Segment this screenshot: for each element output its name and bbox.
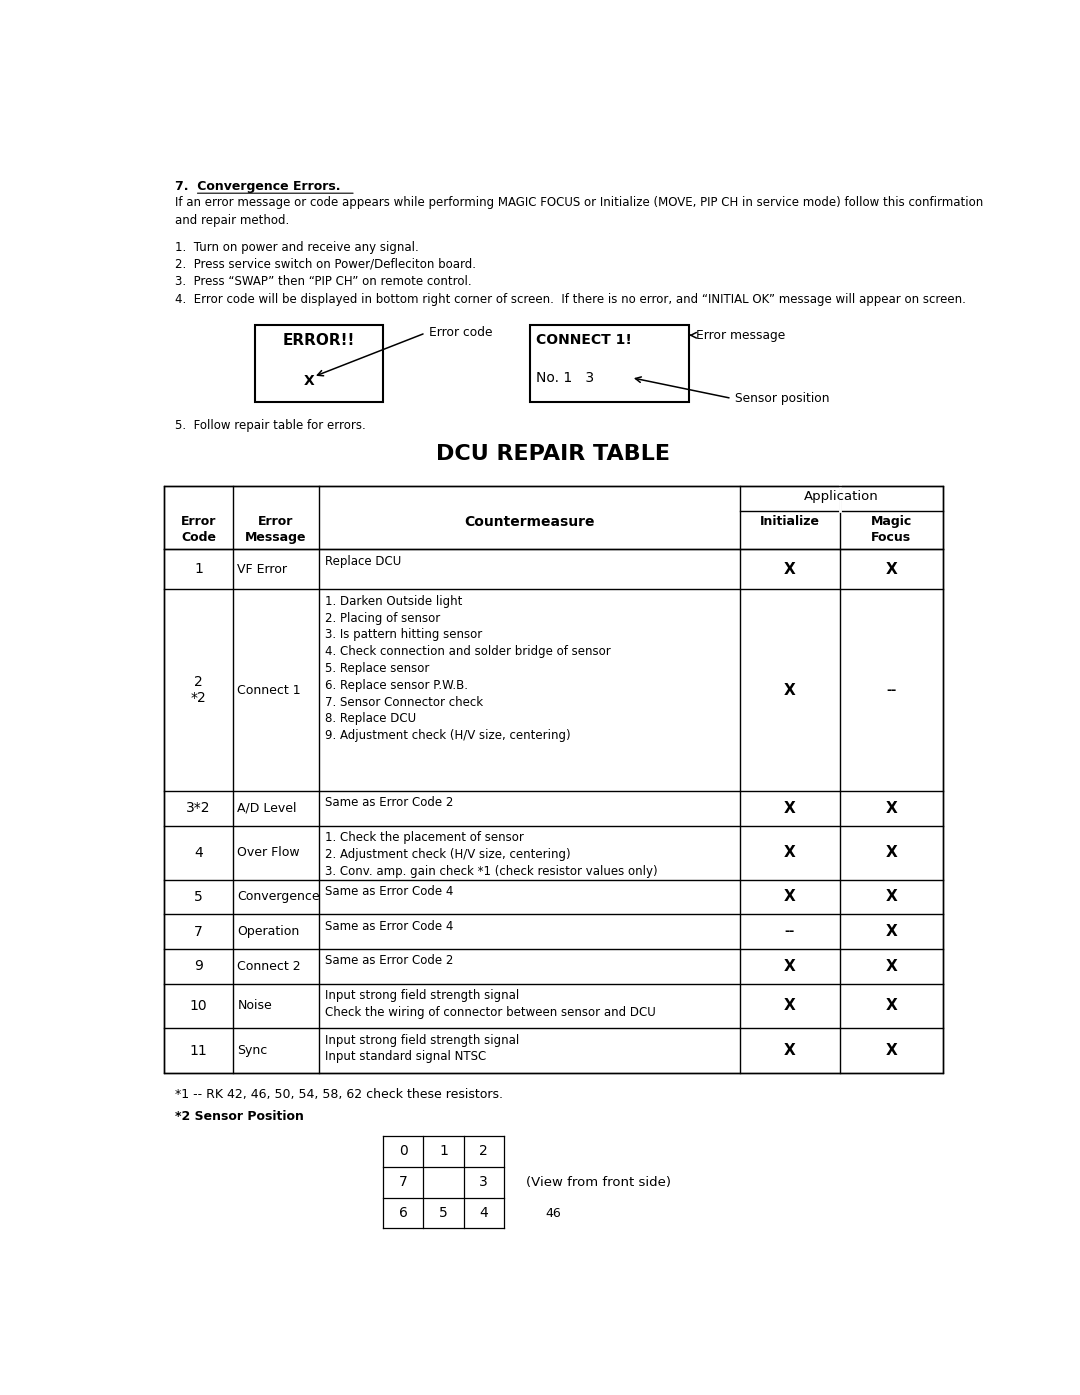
Text: X: X xyxy=(886,999,897,1013)
Text: Error code: Error code xyxy=(429,326,492,339)
Text: 1.  Turn on power and receive any signal.: 1. Turn on power and receive any signal. xyxy=(175,240,419,254)
Bar xyxy=(164,487,943,1073)
Text: Operation: Operation xyxy=(238,925,299,937)
Text: 1. Darken Outside light
2. Placing of sensor
3. Is pattern hitting sensor
4. Che: 1. Darken Outside light 2. Placing of se… xyxy=(325,594,610,742)
Text: 11: 11 xyxy=(190,1043,207,1057)
Text: Application: Application xyxy=(804,490,878,504)
Text: 2.  Press service switch on Power/Defleciton board.: 2. Press service switch on Power/Defleci… xyxy=(175,258,476,271)
Text: X: X xyxy=(886,890,897,904)
Text: VF Error: VF Error xyxy=(238,562,287,576)
Text: Same as Error Code 2: Same as Error Code 2 xyxy=(325,954,454,967)
Text: X: X xyxy=(784,890,796,904)
Text: 2
*2: 2 *2 xyxy=(191,675,206,706)
Text: 1: 1 xyxy=(194,562,203,576)
Text: 4.  Error code will be displayed in bottom right corner of screen.  If there is : 4. Error code will be displayed in botto… xyxy=(175,293,967,306)
Text: Same as Error Code 2: Same as Error Code 2 xyxy=(325,797,454,809)
Bar xyxy=(255,325,383,402)
Text: Connect 1: Connect 1 xyxy=(238,684,301,696)
Text: --: -- xyxy=(887,684,896,696)
Text: X: X xyxy=(784,801,796,816)
Text: 7: 7 xyxy=(399,1175,407,1190)
Text: X: X xyxy=(784,1043,796,1057)
Text: X: X xyxy=(886,562,897,578)
Text: Error message: Error message xyxy=(697,329,785,342)
Text: Same as Error Code 4: Same as Error Code 4 xyxy=(325,919,454,933)
Text: 10: 10 xyxy=(190,999,207,1013)
Text: No. 1   3: No. 1 3 xyxy=(537,371,595,385)
Text: Countermeasure: Countermeasure xyxy=(464,515,595,529)
Text: (View from front side): (View from front side) xyxy=(526,1176,671,1189)
Text: *2 Sensor Position: *2 Sensor Position xyxy=(175,1110,305,1123)
Text: Sync: Sync xyxy=(238,1043,268,1057)
Text: Error
Message: Error Message xyxy=(245,515,307,544)
Bar xyxy=(530,325,689,402)
Text: Convergence: Convergence xyxy=(238,890,320,904)
Text: X: X xyxy=(303,374,314,388)
Text: 5: 5 xyxy=(440,1207,448,1221)
Text: X: X xyxy=(886,845,897,861)
Bar xyxy=(164,487,943,1073)
Text: A/D Level: A/D Level xyxy=(238,802,297,815)
Text: CONNECT 1!: CONNECT 1! xyxy=(537,333,632,347)
Text: --: -- xyxy=(785,925,795,937)
Text: 5.  Follow repair table for errors.: 5. Follow repair table for errors. xyxy=(175,418,366,432)
Text: Same as Error Code 4: Same as Error Code 4 xyxy=(325,884,454,898)
Text: X: X xyxy=(886,958,897,974)
Text: 2: 2 xyxy=(480,1144,488,1158)
Text: 5: 5 xyxy=(194,890,203,904)
Text: Replace DCU: Replace DCU xyxy=(325,555,401,568)
Text: X: X xyxy=(886,801,897,816)
Text: 4: 4 xyxy=(480,1207,488,1221)
Text: X: X xyxy=(886,1043,897,1057)
Text: If an error message or code appears while performing MAGIC FOCUS or Initialize (: If an error message or code appears whil… xyxy=(175,195,984,227)
Text: 6: 6 xyxy=(399,1207,407,1221)
Text: X: X xyxy=(784,999,796,1013)
Text: Connect 2: Connect 2 xyxy=(238,960,301,972)
Text: 4: 4 xyxy=(194,845,203,859)
Text: Input strong field strength signal
Check the wiring of connector between sensor : Input strong field strength signal Check… xyxy=(325,989,656,1018)
Text: ERROR!!: ERROR!! xyxy=(283,333,355,347)
Text: Over Flow: Over Flow xyxy=(238,847,300,859)
Text: 46: 46 xyxy=(545,1207,562,1221)
Text: 7: 7 xyxy=(194,925,203,939)
Text: Initialize: Initialize xyxy=(760,515,820,527)
Text: 9: 9 xyxy=(194,960,203,974)
Text: 7.  Convergence Errors.: 7. Convergence Errors. xyxy=(175,180,341,194)
Text: X: X xyxy=(784,682,796,698)
Text: *1 -- RK 42, 46, 50, 54, 58, 62 check these resistors.: *1 -- RK 42, 46, 50, 54, 58, 62 check th… xyxy=(175,1088,503,1101)
Text: Error
Code: Error Code xyxy=(180,515,216,544)
Text: 1. Check the placement of sensor
2. Adjustment check (H/V size, centering)
3. Co: 1. Check the placement of sensor 2. Adju… xyxy=(325,831,658,877)
Text: 0: 0 xyxy=(399,1144,407,1158)
Text: DCU REPAIR TABLE: DCU REPAIR TABLE xyxy=(436,444,671,463)
Text: 3: 3 xyxy=(480,1175,488,1190)
Text: 1: 1 xyxy=(438,1144,448,1158)
Text: Magic
Focus: Magic Focus xyxy=(870,515,912,544)
Text: Sensor position: Sensor position xyxy=(734,392,829,405)
Text: Noise: Noise xyxy=(238,999,272,1013)
Text: Input strong field strength signal
Input standard signal NTSC: Input strong field strength signal Input… xyxy=(325,1034,519,1063)
Text: X: X xyxy=(784,958,796,974)
Text: 3.  Press “SWAP” then “PIP CH” on remote control.: 3. Press “SWAP” then “PIP CH” on remote … xyxy=(175,275,472,289)
Text: X: X xyxy=(886,923,897,939)
Text: X: X xyxy=(784,562,796,578)
Text: 3*2: 3*2 xyxy=(187,801,211,816)
Text: X: X xyxy=(784,845,796,861)
